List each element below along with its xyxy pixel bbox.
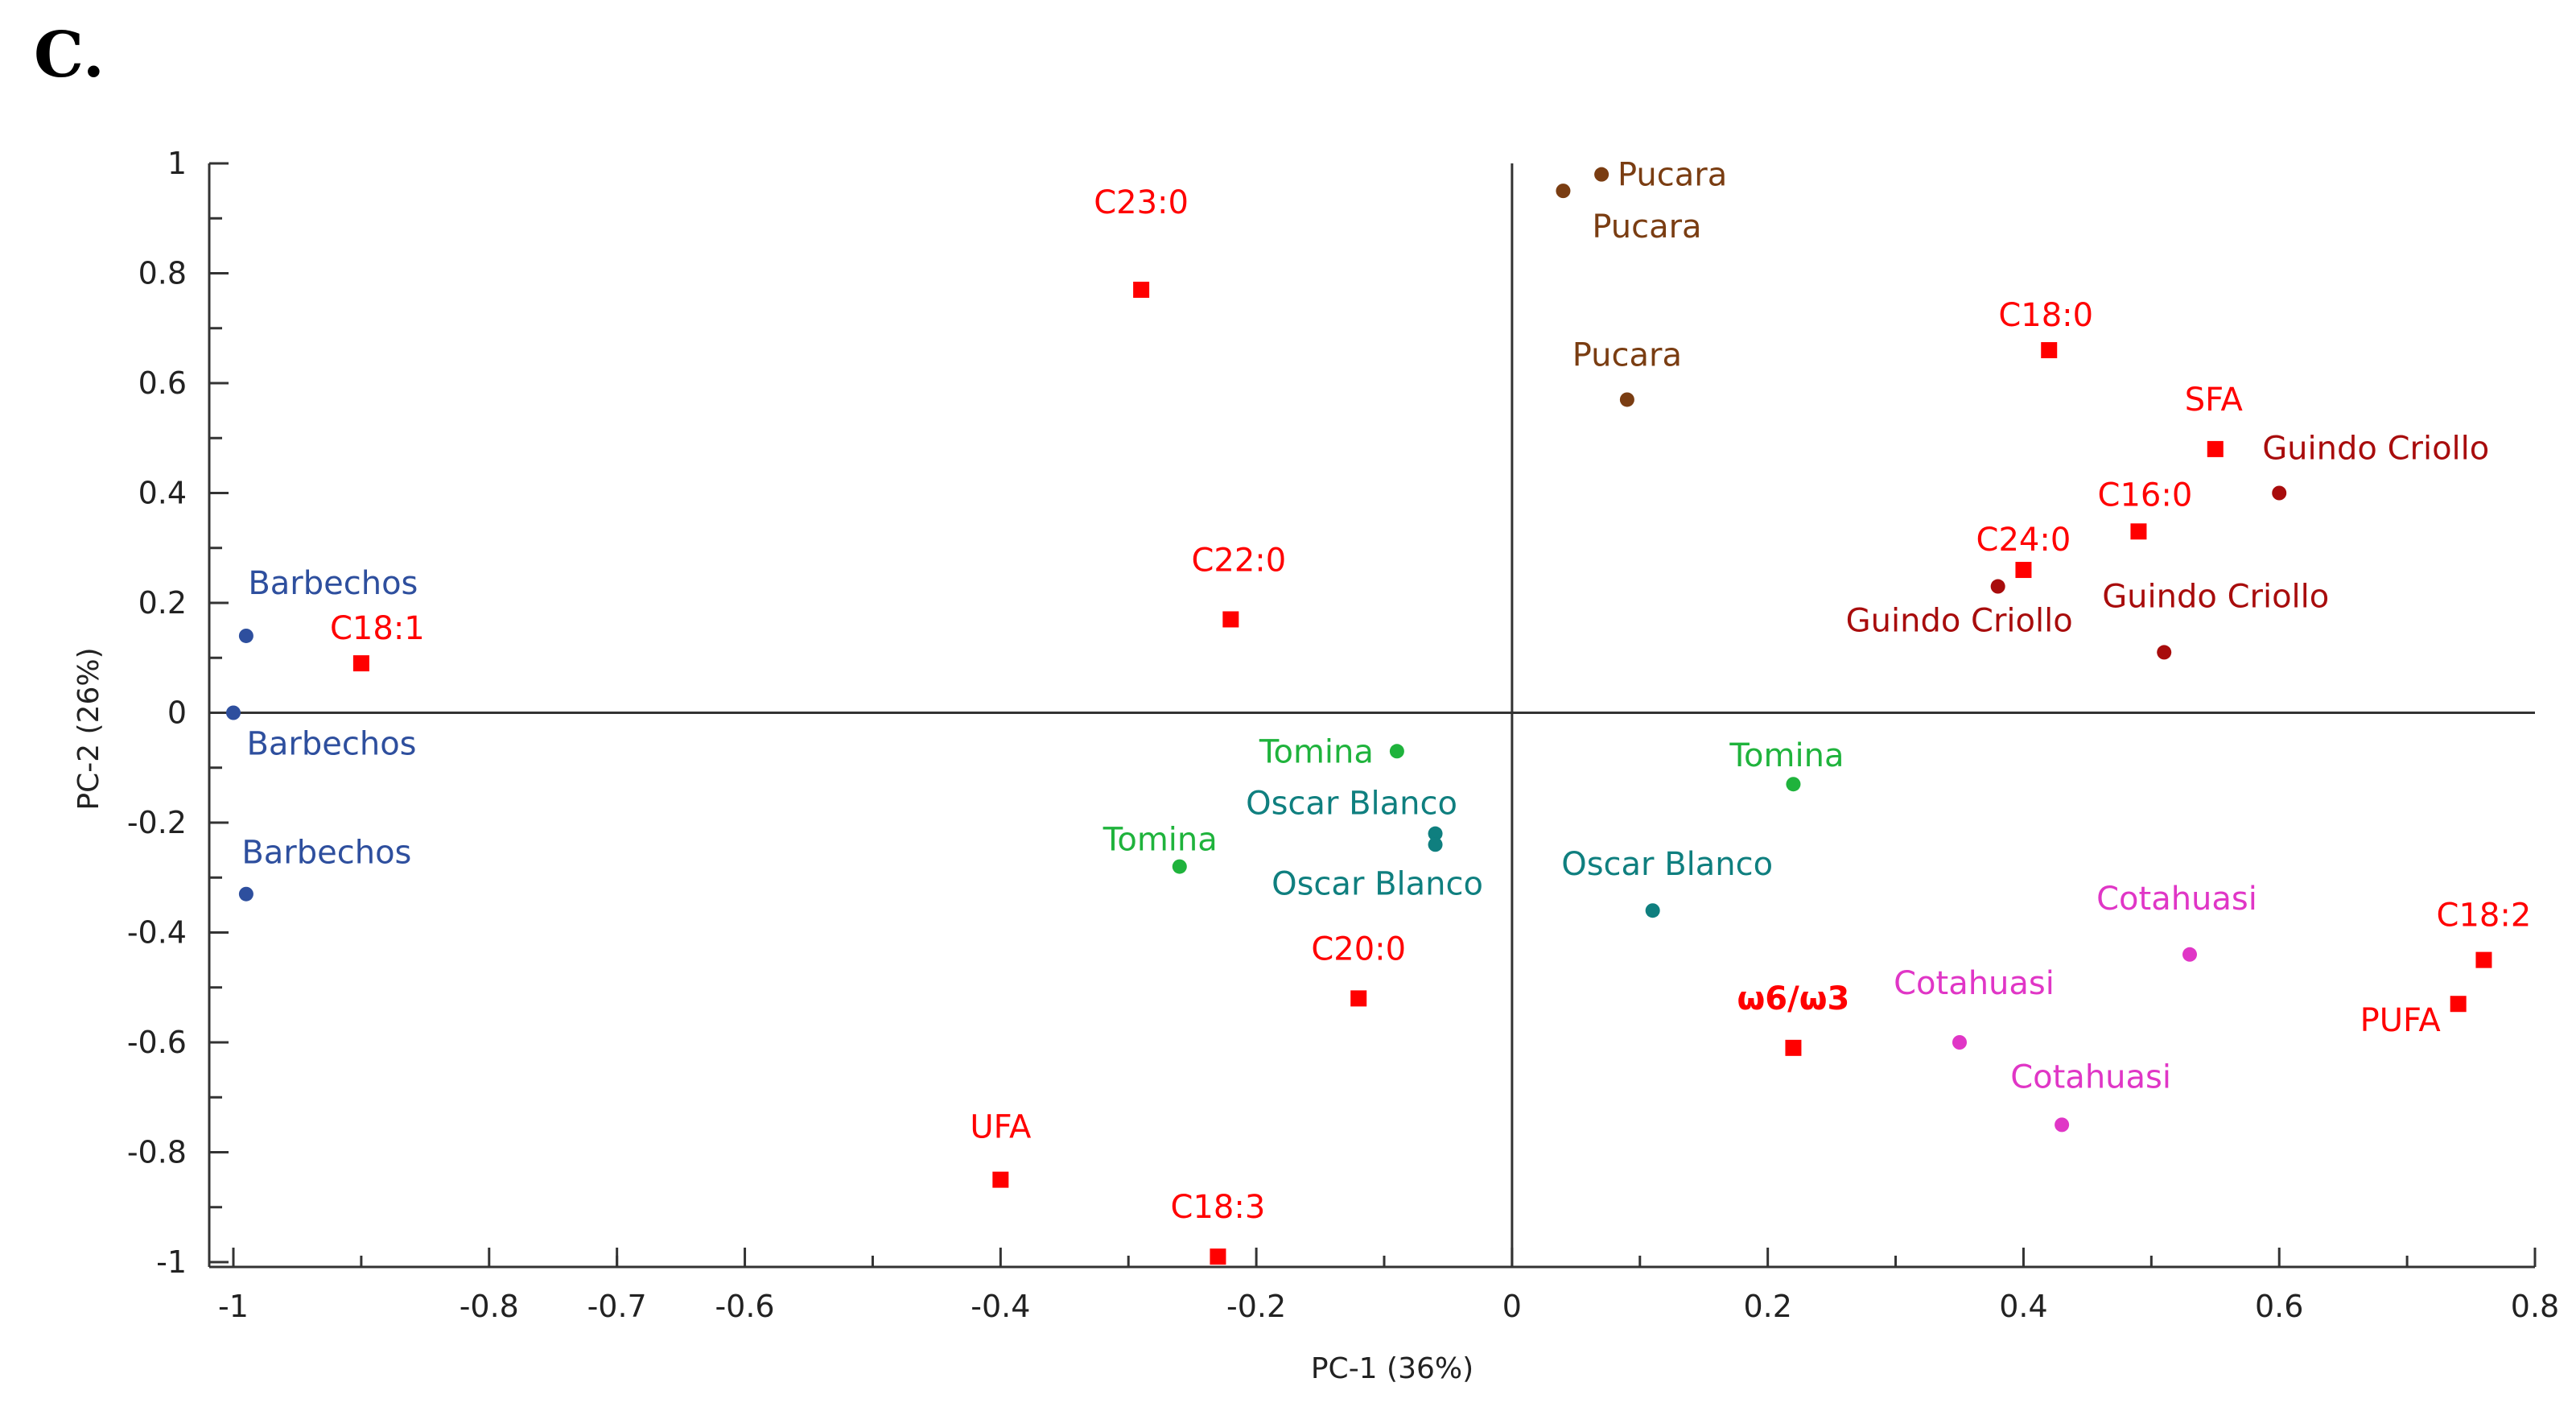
data-points xyxy=(226,167,2492,1265)
variable-marker xyxy=(2041,342,2058,359)
x-axis-label: PC-1 (36%) xyxy=(1311,1352,1473,1385)
variable-marker xyxy=(1210,1248,1226,1265)
x-tick-label: -0.8 xyxy=(460,1289,519,1324)
axes xyxy=(208,162,2537,1269)
x-tick-label: -0.6 xyxy=(715,1289,774,1324)
sample-label: Cotahuasi xyxy=(1894,965,2055,1002)
y-tick-label: 1 xyxy=(167,146,187,181)
variable-marker xyxy=(352,655,369,672)
panel-label: C. xyxy=(34,19,105,92)
x-tick-label: -1 xyxy=(218,1289,249,1324)
y-tick-label: -0.8 xyxy=(127,1135,187,1170)
x-tick-label: 0 xyxy=(1502,1289,1522,1324)
sample-marker xyxy=(1389,744,1404,759)
tick-labels: 1 0.8 0.6 0.4 0.2 0 -0.2 -0.4 -0.6 -0.8 -1 -1 -0.8 -0… xyxy=(127,146,2559,1324)
sample-marker xyxy=(238,628,253,643)
y-tick-label: -1 xyxy=(156,1244,187,1280)
sample-label: Barbechos xyxy=(241,835,411,872)
variable-marker xyxy=(992,1171,1009,1188)
sample-label: Pucara xyxy=(1618,157,1727,194)
sample-label: Tomina xyxy=(1729,737,1844,774)
sample-label: Guindo Criollo xyxy=(1846,603,2073,640)
variable-label: C24:0 xyxy=(1976,522,2071,559)
y-axis-label: PC-2 (26%) xyxy=(72,647,105,810)
variable-label: C23:0 xyxy=(1094,184,1189,221)
sample-label: Pucara xyxy=(1572,336,1682,373)
variable-label: C16:0 xyxy=(2098,477,2193,514)
sample-label: Oscar Blanco xyxy=(1272,865,1483,902)
sample-label: Barbechos xyxy=(246,726,416,763)
sample-label: Guindo Criollo xyxy=(2102,578,2329,615)
sample-marker xyxy=(1556,184,1571,199)
sample-marker xyxy=(238,886,253,902)
sample-label: Oscar Blanco xyxy=(1561,846,1773,883)
sample-label: Oscar Blanco xyxy=(1246,786,1457,823)
sample-marker xyxy=(2055,1117,2070,1133)
point-labels: C23:0 C22:0 C18:1 C20:0 UFA C18:3 C18:0 SFA C16:… xyxy=(241,157,2531,1227)
y-tick-label: 0.4 xyxy=(138,476,187,511)
variable-marker xyxy=(2450,996,2467,1013)
y-tick-label: -0.4 xyxy=(127,915,187,951)
sample-label: Guindo Criollo xyxy=(2262,431,2489,468)
x-tick-label: -0.7 xyxy=(587,1289,647,1324)
variable-label: PUFA xyxy=(2360,1002,2442,1039)
sample-marker xyxy=(1952,1035,1967,1050)
x-tick-label: -0.2 xyxy=(1226,1289,1286,1324)
variable-marker xyxy=(2015,562,2032,579)
variable-marker xyxy=(1222,611,1239,628)
sample-marker xyxy=(1786,777,1801,792)
variable-marker xyxy=(1350,990,1367,1007)
variable-label: C18:3 xyxy=(1171,1189,1266,1226)
y-tick-label: -0.6 xyxy=(127,1025,187,1060)
sample-marker xyxy=(1428,826,1443,841)
x-tick-label: 0.4 xyxy=(1999,1289,2047,1324)
variable-marker xyxy=(1785,1039,1802,1056)
variable-marker xyxy=(2475,951,2492,968)
sample-marker xyxy=(1645,903,1660,918)
variable-marker xyxy=(1133,281,1150,298)
variable-label: C22:0 xyxy=(1191,542,1286,579)
sample-marker xyxy=(1594,167,1609,182)
sample-label: Cotahuasi xyxy=(2010,1058,2171,1095)
variable-marker xyxy=(2207,440,2224,457)
sample-label: Tomina xyxy=(1259,733,1374,770)
sample-marker xyxy=(1172,859,1187,874)
y-tick-label: 0.6 xyxy=(138,365,187,401)
sample-label: Pucara xyxy=(1592,208,1701,246)
sample-label: Tomina xyxy=(1103,822,1218,859)
sample-marker xyxy=(1428,837,1443,852)
sample-marker xyxy=(2272,485,2287,501)
variable-label: C18:0 xyxy=(1998,297,2093,334)
sample-label: Barbechos xyxy=(248,565,418,602)
y-tick-label: 0.8 xyxy=(138,256,187,291)
x-tick-label: 0.2 xyxy=(1743,1289,1791,1324)
sample-marker xyxy=(226,705,241,720)
variable-label: C18:2 xyxy=(2437,897,2532,935)
sample-marker xyxy=(1990,579,2005,594)
variable-label: C18:1 xyxy=(330,610,425,647)
x-tick-label: -0.4 xyxy=(971,1289,1030,1324)
y-tick-label: 0 xyxy=(167,695,187,731)
y-tick-label: -0.2 xyxy=(127,805,187,840)
variable-label: SFA xyxy=(2185,382,2244,419)
variable-label: C20:0 xyxy=(1311,930,1406,968)
sample-marker xyxy=(1619,392,1634,407)
variable-marker xyxy=(2130,523,2147,540)
x-tick-label: 0.8 xyxy=(2511,1289,2559,1324)
sample-label: Cotahuasi xyxy=(2096,881,2257,918)
sample-marker xyxy=(2182,947,2197,962)
variable-label: ω6/ω3 xyxy=(1737,980,1850,1017)
y-tick-label: 0.2 xyxy=(138,585,187,621)
sample-marker xyxy=(2157,645,2172,660)
x-tick-label: 0.6 xyxy=(2255,1289,2303,1324)
variable-label: UFA xyxy=(970,1109,1032,1146)
